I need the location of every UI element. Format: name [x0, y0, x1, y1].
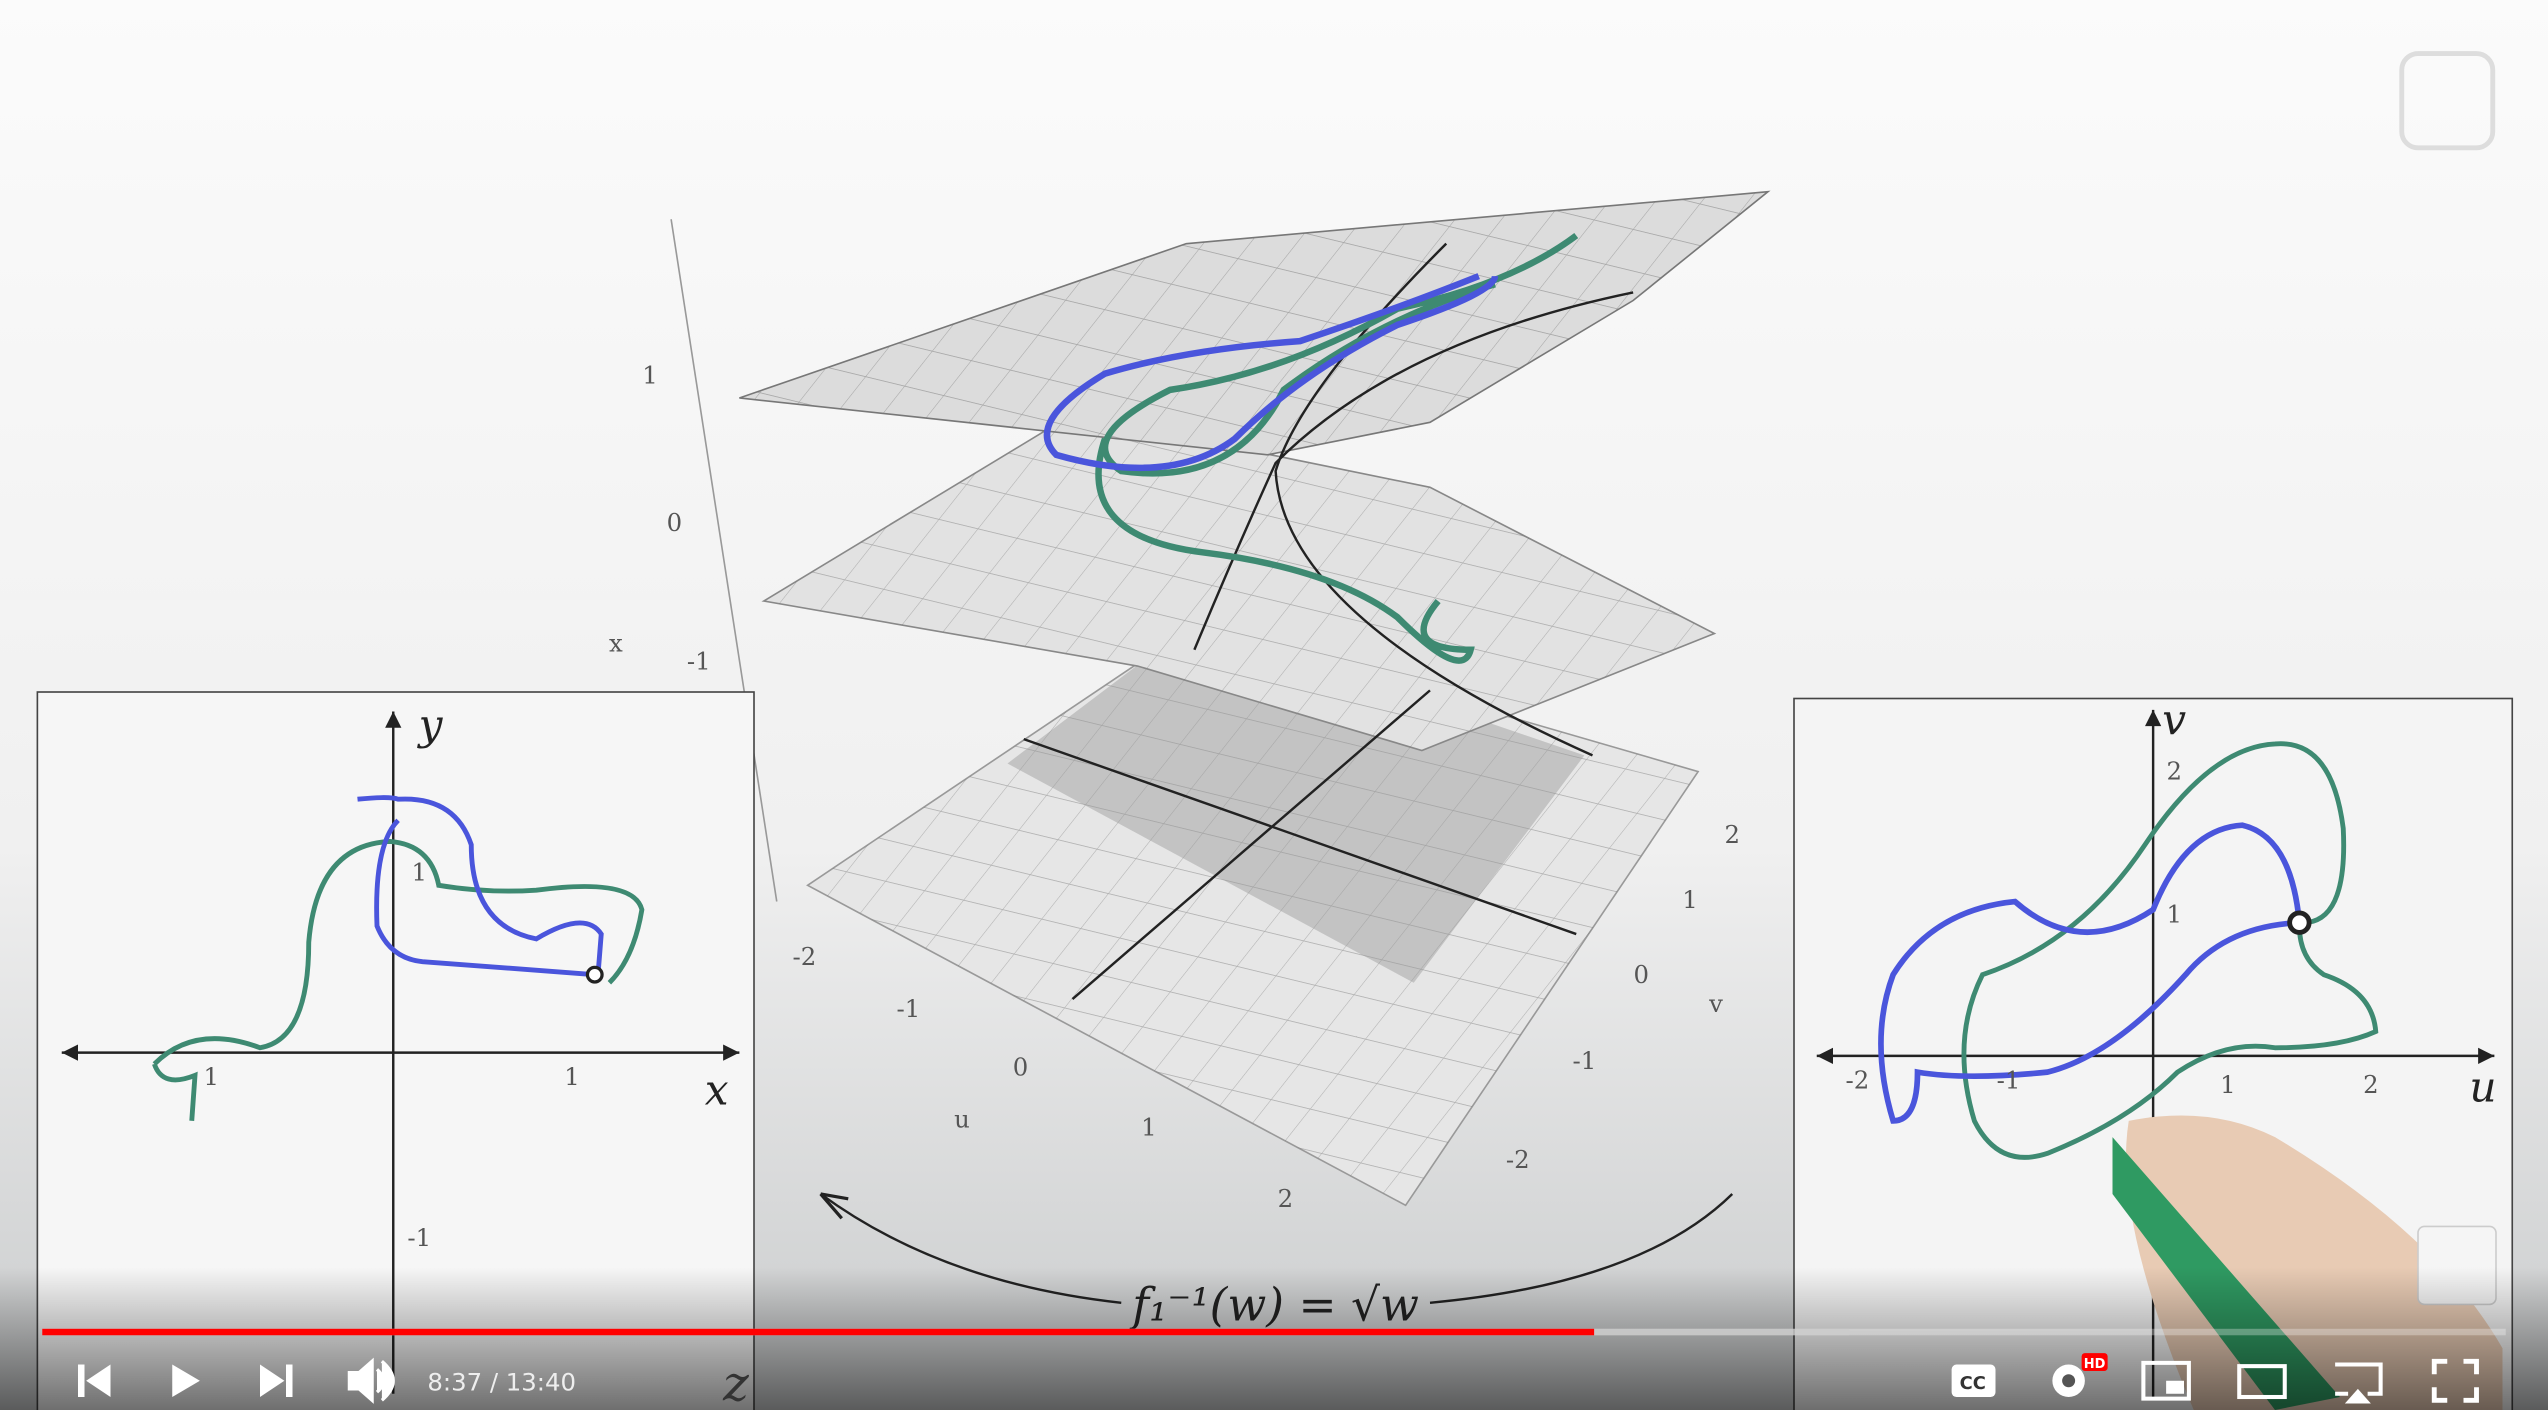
tick-label: -1: [407, 1223, 431, 1252]
tick-label: -1: [1573, 1046, 1597, 1075]
tick-label: 1: [1682, 885, 1698, 914]
control-bar: 8:37 / 13:40 CC HD: [78, 1353, 2479, 1404]
axis-label: v: [1708, 989, 1723, 1018]
next-button[interactable]: [260, 1364, 293, 1398]
cast-button[interactable]: [2335, 1362, 2383, 1396]
tick-label: 1: [642, 360, 658, 389]
tick-label: -2: [1506, 1145, 1530, 1174]
axis-label: v: [2162, 695, 2186, 744]
surface-plot: [670, 190, 1771, 1305]
tick-label: 0: [667, 508, 683, 537]
tick-label: 0: [1633, 960, 1649, 989]
channel-logo[interactable]: [2399, 51, 2496, 151]
axis-label: u: [954, 1104, 970, 1133]
miniplayer-button[interactable]: [2141, 1360, 2191, 1401]
captions-label: CC: [1960, 1373, 1986, 1394]
tick-label: 2: [1278, 1184, 1294, 1213]
captions-button[interactable]: [1951, 1364, 1996, 1398]
tick-label: 1: [1141, 1112, 1157, 1141]
tick-label: 0: [1013, 1052, 1029, 1081]
tick-label: 2: [2166, 757, 2182, 786]
axis-label: y: [417, 700, 444, 749]
tick-label: 2: [2363, 1070, 2379, 1099]
tick-label: 1: [2166, 900, 2182, 929]
hd-badge: [2081, 1353, 2108, 1372]
corner-label: z: [722, 1356, 749, 1410]
tick-label: 1: [203, 1062, 219, 1091]
axis-label: x: [705, 1066, 729, 1115]
control-gradient: [0, 1267, 2548, 1410]
time-display: 8:37 / 13:40: [427, 1368, 576, 1397]
hd-label: HD: [2084, 1357, 2106, 1372]
tick-label: 1: [2220, 1070, 2236, 1099]
tick-label: -1: [1997, 1065, 2021, 1094]
tick-label: -2: [1846, 1065, 1870, 1094]
previous-button[interactable]: [78, 1364, 111, 1398]
axis-label: x: [609, 628, 623, 657]
volume-button[interactable]: [347, 1357, 395, 1404]
tick-label: -1: [897, 994, 921, 1023]
tick-label: -1: [687, 646, 711, 675]
axis-label: u: [2469, 1062, 2496, 1111]
fullscreen-button[interactable]: [2431, 1358, 2479, 1403]
tick-label: 1: [411, 857, 427, 886]
play-button[interactable]: [172, 1364, 200, 1398]
progress-bar[interactable]: [42, 1328, 1595, 1336]
tick-label: 1: [564, 1062, 580, 1091]
tick-label: -2: [793, 942, 817, 971]
tick-label: 2: [1724, 820, 1740, 849]
theater-button[interactable]: [2237, 1364, 2287, 1400]
